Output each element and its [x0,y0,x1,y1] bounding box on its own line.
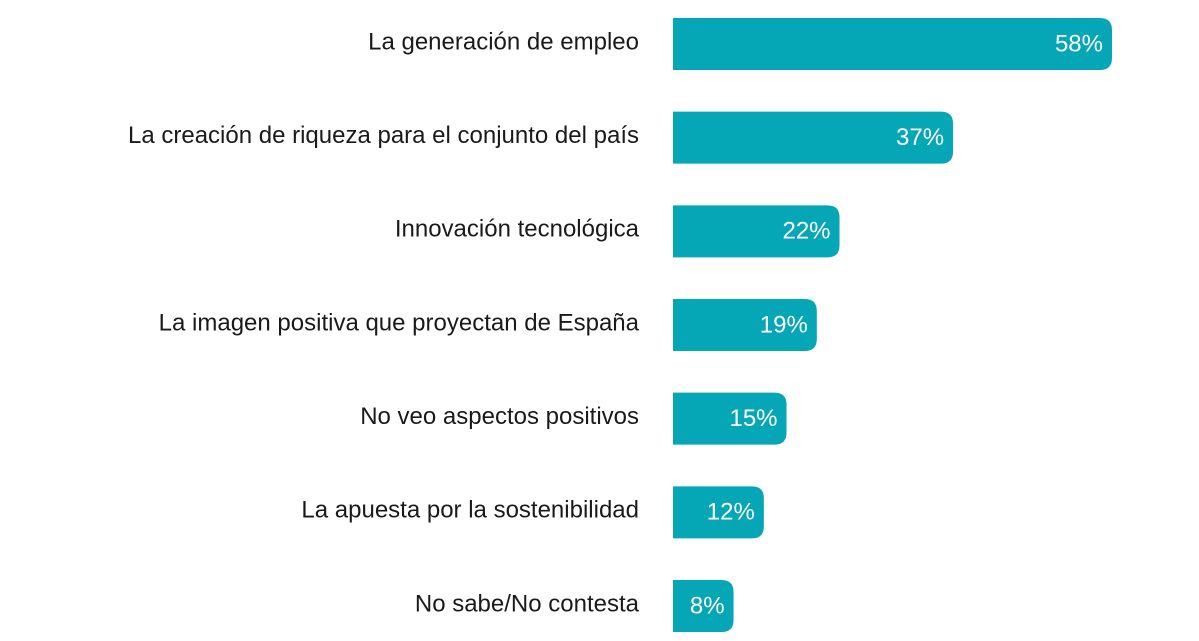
bar-no-veo-aspectos-positivos [673,392,787,445]
bar-la-creacion-de-riqueza-para-el-conjunto-del-pais [673,111,954,164]
category-label-la-imagen-positiva-que-proyectan-de-espana: La imagen positiva que proyectan de Espa… [159,309,640,336]
category-labels: La generación de empleo La creación de ri… [128,28,640,617]
bar-no-sabe-no-contesta [673,580,734,633]
value-label-la-generacion-de-empleo: 58% [1055,30,1103,57]
category-label-innovacion-tecnologica: Innovación tecnológica [395,216,640,243]
category-label-la-generacion-de-empleo: La generación de empleo [368,28,639,55]
bar-la-imagen-positiva-que-proyectan-de-espana [673,299,817,352]
value-labels: 58% 37% 22% 19% 15% 12% 8% [690,30,1103,619]
value-label-la-creacion-de-riqueza-para-el-conjunto-del-pais: 37% [896,124,944,151]
value-label-la-imagen-positiva-que-proyectan-de-espana: 19% [760,311,808,338]
category-label-no-veo-aspectos-positivos: No veo aspectos positivos [360,403,639,430]
value-label-no-sabe-no-contesta: 8% [690,592,725,619]
category-label-la-apuesta-por-la-sostenibilidad: La apuesta por la sostenibilidad [301,497,639,524]
bars [673,18,1112,633]
value-label-innovacion-tecnologica: 22% [782,218,830,245]
bar-la-generacion-de-empleo [673,18,1112,70]
bar-innovacion-tecnologica [673,205,840,258]
value-label-la-apuesta-por-la-sostenibilidad: 12% [707,499,755,526]
bar-la-apuesta-por-la-sostenibilidad [673,486,764,539]
category-label-la-creacion-de-riqueza-para-el-conjunto-del-pais: La creación de riqueza para el conjunto … [128,122,639,149]
value-label-no-veo-aspectos-positivos: 15% [729,405,777,432]
category-label-no-sabe-no-contesta: No sabe/No contesta [415,590,640,617]
